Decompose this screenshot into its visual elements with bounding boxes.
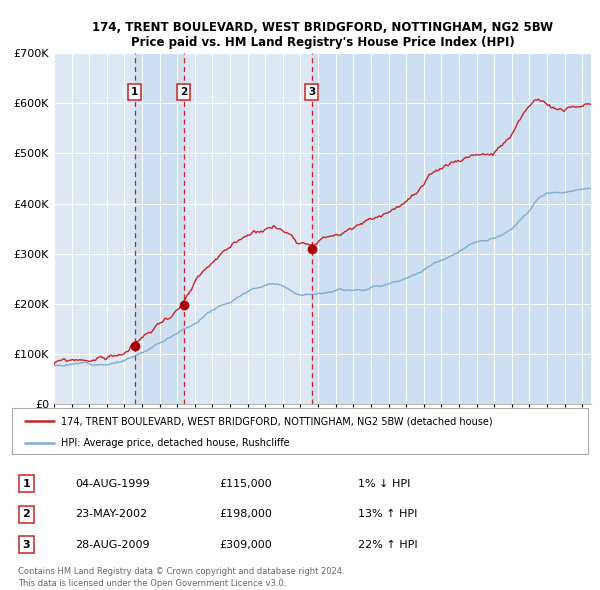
Bar xyxy=(312,53,591,404)
Text: 174, TRENT BOULEVARD, WEST BRIDGFORD, NOTTINGHAM, NG2 5BW (detached house): 174, TRENT BOULEVARD, WEST BRIDGFORD, NO… xyxy=(61,416,493,426)
Text: £115,000: £115,000 xyxy=(220,479,272,489)
Text: £198,000: £198,000 xyxy=(220,509,272,519)
Text: 3: 3 xyxy=(23,540,30,550)
FancyBboxPatch shape xyxy=(12,408,588,454)
Text: 1% ↓ HPI: 1% ↓ HPI xyxy=(358,479,410,489)
Text: HPI: Average price, detached house, Rushcliffe: HPI: Average price, detached house, Rush… xyxy=(61,438,290,448)
Text: 04-AUG-1999: 04-AUG-1999 xyxy=(76,479,150,489)
Text: 1: 1 xyxy=(131,87,138,97)
Text: 22% ↑ HPI: 22% ↑ HPI xyxy=(358,540,417,550)
Text: 23-MAY-2002: 23-MAY-2002 xyxy=(76,509,148,519)
Bar xyxy=(134,53,184,404)
Text: 1: 1 xyxy=(23,479,30,489)
Text: Contains HM Land Registry data © Crown copyright and database right 2024.: Contains HM Land Registry data © Crown c… xyxy=(18,567,344,576)
Title: 174, TRENT BOULEVARD, WEST BRIDGFORD, NOTTINGHAM, NG2 5BW
Price paid vs. HM Land: 174, TRENT BOULEVARD, WEST BRIDGFORD, NO… xyxy=(92,21,553,49)
Text: This data is licensed under the Open Government Licence v3.0.: This data is licensed under the Open Gov… xyxy=(18,579,286,588)
Text: 2: 2 xyxy=(181,87,188,97)
Text: 13% ↑ HPI: 13% ↑ HPI xyxy=(358,509,417,519)
Text: £309,000: £309,000 xyxy=(220,540,272,550)
Text: 3: 3 xyxy=(308,87,316,97)
Text: 2: 2 xyxy=(23,509,30,519)
Text: 28-AUG-2009: 28-AUG-2009 xyxy=(76,540,150,550)
